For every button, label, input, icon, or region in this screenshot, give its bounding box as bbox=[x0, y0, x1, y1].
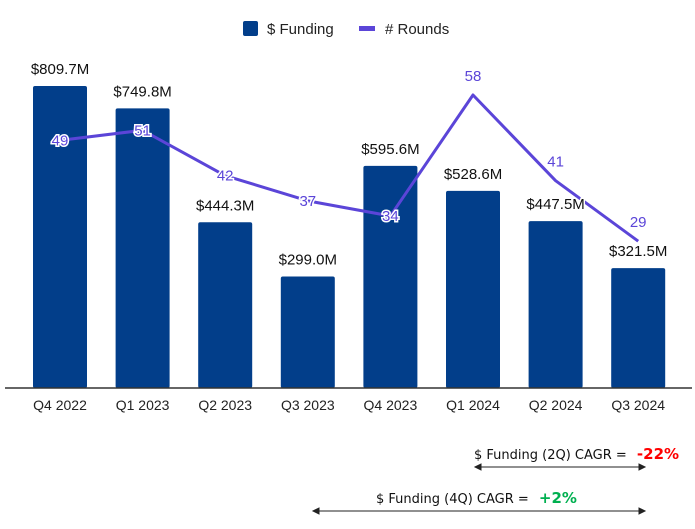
rounds-data-label: 49 bbox=[52, 132, 69, 149]
legend-rounds-swatch bbox=[359, 26, 375, 31]
legend-rounds-label: # Rounds bbox=[385, 21, 449, 38]
funding-bar bbox=[446, 190, 500, 388]
cagr-4q-label: $ Funding (4Q) CAGR = bbox=[376, 492, 533, 507]
funding-data-label: $321.5M bbox=[609, 243, 667, 260]
funding-bar bbox=[611, 268, 666, 388]
funding-bar bbox=[33, 86, 87, 388]
funding-bar bbox=[363, 165, 418, 388]
rounds-data-label: 29 bbox=[630, 214, 647, 231]
rounds-line bbox=[59, 93, 640, 243]
funding-data-label: $299.0M bbox=[279, 251, 337, 268]
x-tick-label: Q3 2023 bbox=[281, 397, 335, 413]
legend-funding-swatch bbox=[243, 21, 258, 36]
funding-data-label: $595.6M bbox=[361, 141, 419, 158]
legend-funding-label: $ Funding bbox=[267, 21, 334, 38]
legend: $ Funding # Rounds bbox=[243, 21, 449, 38]
cagr-2q-annotation: $ Funding (2Q) CAGR = -22% bbox=[474, 445, 679, 463]
funding-data-label: $528.6M bbox=[444, 166, 502, 183]
rounds-data-label: 41 bbox=[547, 154, 564, 171]
rounds-data-label: 34 bbox=[382, 208, 399, 225]
x-tick-label: Q2 2024 bbox=[529, 397, 583, 413]
cagr-2q-label: $ Funding (2Q) CAGR = bbox=[474, 448, 631, 463]
x-tick-label: Q1 2023 bbox=[116, 397, 170, 413]
x-tick-label: Q1 2024 bbox=[446, 397, 500, 413]
funding-bar bbox=[528, 221, 583, 388]
cagr-2q-arrow bbox=[473, 463, 647, 471]
cagr-4q-arrow bbox=[311, 507, 647, 515]
x-tick-label: Q4 2022 bbox=[33, 397, 87, 413]
cagr-4q-annotation: $ Funding (4Q) CAGR = +2% bbox=[376, 489, 577, 507]
x-tick-label: Q2 2023 bbox=[198, 397, 252, 413]
rounds-data-label: 42 bbox=[217, 168, 234, 185]
x-tick-label: Q4 2023 bbox=[364, 397, 418, 413]
funding-data-label: $749.8M bbox=[113, 83, 171, 100]
funding-data-label: $809.7M bbox=[31, 61, 89, 78]
x-tick-label: Q3 2024 bbox=[611, 397, 665, 413]
funding-bar bbox=[198, 222, 253, 388]
cagr-2q-value: -22% bbox=[636, 445, 680, 463]
funding-bar bbox=[280, 276, 335, 388]
rounds-data-label: 37 bbox=[299, 193, 316, 210]
funding-data-label: $444.3M bbox=[196, 197, 254, 214]
rounds-data-label: 58 bbox=[465, 68, 482, 85]
funding-bar bbox=[115, 108, 170, 388]
funding-data-label: $447.5M bbox=[526, 196, 584, 213]
rounds-data-label: 51 bbox=[134, 122, 151, 139]
cagr-4q-value: +2% bbox=[538, 489, 577, 507]
